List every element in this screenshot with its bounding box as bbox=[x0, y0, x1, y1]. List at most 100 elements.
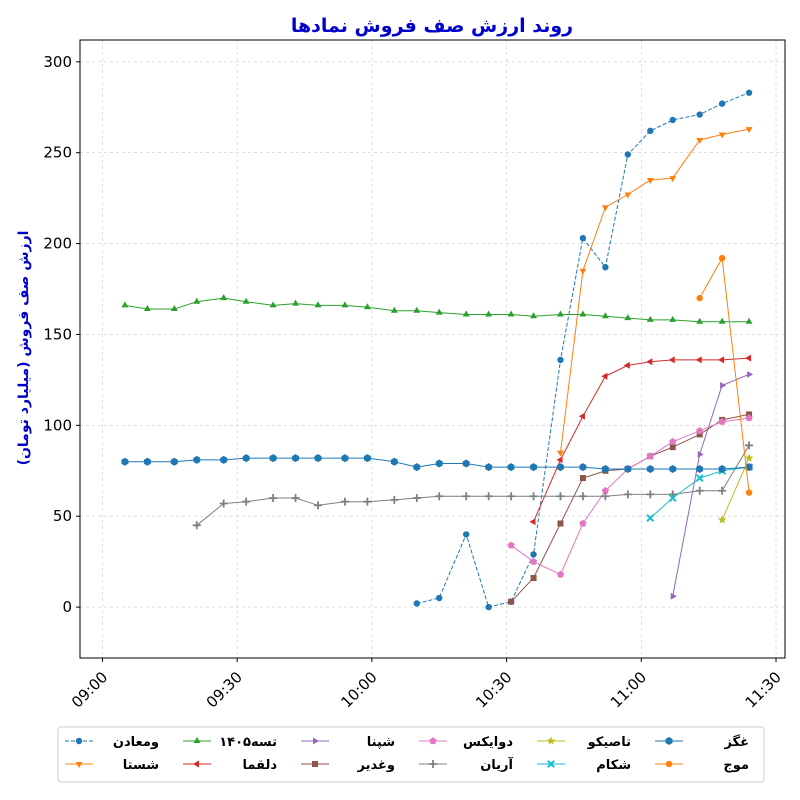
data-point bbox=[485, 603, 492, 611]
series-8 bbox=[717, 453, 754, 524]
x-tick-label: 09:00 bbox=[68, 668, 111, 711]
data-point bbox=[530, 312, 537, 319]
data-point bbox=[624, 314, 632, 321]
data-point bbox=[745, 89, 753, 96]
series-11 bbox=[696, 254, 753, 496]
data-point bbox=[557, 310, 564, 317]
y-tick-label: 200 bbox=[43, 235, 72, 253]
data-point bbox=[292, 299, 299, 306]
data-point bbox=[220, 455, 228, 464]
data-point bbox=[269, 454, 277, 463]
data-point bbox=[579, 463, 587, 472]
data-point bbox=[363, 454, 371, 463]
data-point bbox=[121, 301, 129, 308]
data-point bbox=[745, 414, 753, 422]
series-line bbox=[672, 373, 750, 597]
data-point bbox=[390, 495, 399, 504]
data-point bbox=[462, 492, 471, 501]
data-point bbox=[242, 297, 250, 304]
data-point bbox=[529, 492, 538, 501]
legend-box bbox=[57, 726, 765, 783]
data-point bbox=[340, 497, 349, 506]
series-6 bbox=[507, 414, 753, 578]
series-1 bbox=[557, 127, 753, 457]
data-point bbox=[269, 301, 277, 308]
series-line bbox=[196, 445, 750, 526]
data-point bbox=[363, 497, 372, 506]
data-point bbox=[646, 315, 654, 322]
data-point bbox=[601, 372, 608, 380]
data-point bbox=[462, 531, 470, 538]
data-point bbox=[578, 412, 585, 420]
x-tick-label: 10:30 bbox=[472, 668, 515, 711]
data-point bbox=[669, 437, 677, 445]
data-point bbox=[462, 310, 470, 317]
legend: ومعادن شستا تسه۱۴۰۵ دلقما شپنا وغدیر دوایکس آری… bbox=[57, 726, 765, 783]
data-point bbox=[121, 457, 129, 466]
data-point bbox=[745, 463, 753, 472]
data-point bbox=[647, 127, 654, 135]
data-point bbox=[341, 454, 349, 463]
y-tick-label: 150 bbox=[43, 325, 72, 343]
data-point bbox=[507, 463, 515, 472]
data-point bbox=[507, 541, 515, 549]
data-point bbox=[744, 453, 754, 462]
data-point bbox=[718, 317, 726, 324]
data-point bbox=[413, 306, 421, 313]
data-point bbox=[507, 310, 515, 317]
x-tick-label: 09:30 bbox=[203, 668, 246, 711]
x-tick-label: 11:00 bbox=[607, 668, 650, 711]
data-point bbox=[646, 452, 654, 460]
legend-marker bbox=[313, 737, 319, 745]
legend-marker bbox=[193, 737, 201, 743]
legend-entry: غگز bbox=[655, 734, 749, 750]
data-point bbox=[530, 575, 537, 582]
data-point bbox=[696, 294, 703, 302]
x-tick-label: 11:30 bbox=[742, 668, 785, 711]
legend-marker bbox=[665, 737, 673, 745]
data-point bbox=[745, 489, 753, 496]
data-point bbox=[170, 305, 178, 311]
data-point bbox=[696, 111, 703, 118]
legend-marker bbox=[429, 760, 437, 768]
legend-marker bbox=[547, 760, 555, 768]
legend-label: تسه۱۴۰۵ bbox=[219, 735, 277, 750]
legend-entry: شستا bbox=[65, 758, 159, 773]
legend-label: دلقما bbox=[242, 758, 277, 773]
data-point bbox=[602, 264, 609, 271]
data-point bbox=[669, 315, 677, 322]
data-point bbox=[696, 317, 704, 324]
y-tick-label: 300 bbox=[43, 53, 72, 71]
legend-label: تاصیکو bbox=[587, 735, 631, 750]
legend-entry: وغدیر bbox=[301, 758, 395, 773]
legend-label: شکام bbox=[596, 758, 631, 773]
data-point bbox=[646, 465, 654, 473]
legend-label: شستا bbox=[123, 758, 159, 773]
data-point bbox=[313, 501, 322, 510]
data-point bbox=[507, 492, 516, 501]
data-point bbox=[696, 431, 703, 438]
data-point bbox=[436, 594, 443, 602]
data-point bbox=[718, 100, 726, 107]
data-point bbox=[143, 457, 151, 466]
data-point bbox=[668, 494, 677, 502]
series-line bbox=[721, 457, 750, 521]
data-point bbox=[579, 519, 587, 527]
legend-label: آریان bbox=[480, 756, 513, 773]
data-point bbox=[314, 454, 322, 463]
data-point bbox=[670, 592, 677, 600]
legend-label: موج bbox=[723, 758, 749, 773]
data-point bbox=[143, 305, 151, 311]
data-point bbox=[579, 268, 587, 275]
data-point bbox=[669, 465, 677, 473]
data-point bbox=[646, 358, 653, 366]
data-point bbox=[696, 138, 704, 144]
legend-entry: دلقما bbox=[183, 758, 277, 773]
data-point bbox=[363, 303, 371, 310]
legend-entry: شپنا bbox=[301, 735, 395, 750]
data-point bbox=[485, 463, 493, 472]
data-point bbox=[624, 151, 632, 158]
data-point bbox=[529, 557, 538, 565]
data-point bbox=[718, 254, 726, 262]
data-point bbox=[669, 116, 676, 124]
